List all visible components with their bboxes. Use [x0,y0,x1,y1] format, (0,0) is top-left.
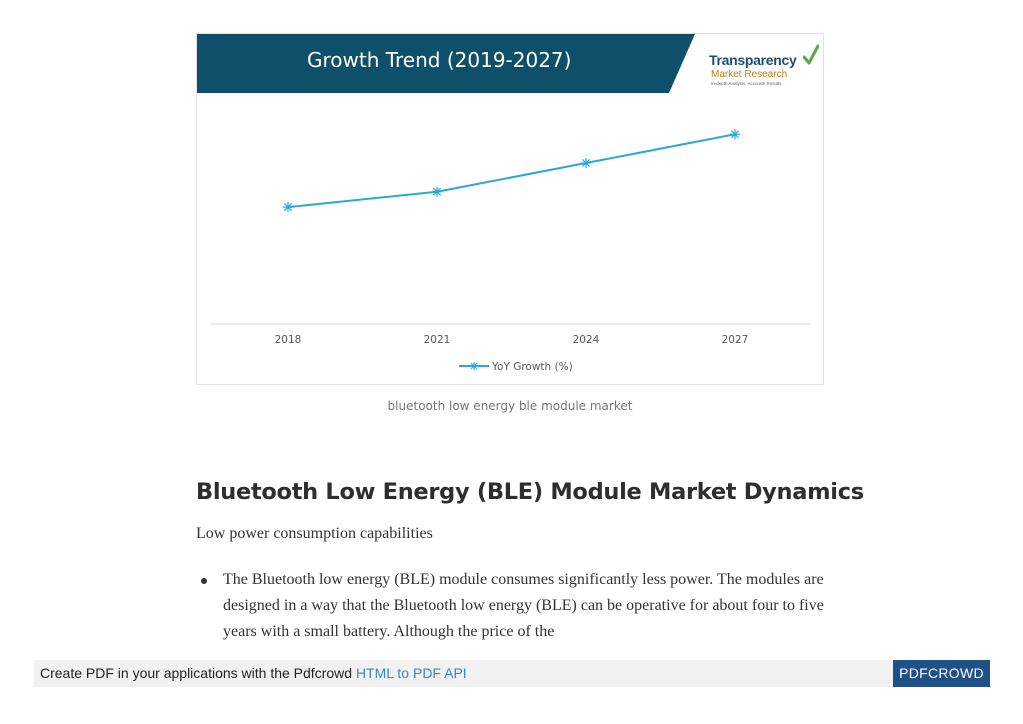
section-subheading: Low power consumption capabilities [196,525,433,542]
checkmark-icon [803,44,819,65]
x-tick-label: 2018 [275,334,302,346]
pdfcrowd-footer: Create PDF in your applications with the… [34,660,990,687]
legend-label: YoY Growth (%) [491,361,573,373]
logo-main-text: Transparency [709,52,797,68]
chart-banner-title: Growth Trend (2019-2027) [307,48,572,72]
market-chart-figure: Growth Trend (2019-2027) Transparency Ma… [196,33,824,385]
data-point-marker [283,202,293,213]
banner-background [197,34,695,93]
figure-caption: bluetooth low energy ble module market [387,399,633,413]
data-point-marker [730,129,740,140]
data-point-marker [432,186,442,197]
logo-sub-text: Market Research [711,69,788,80]
x-tick-label: 2027 [722,334,749,346]
bullet-dot [201,578,207,584]
section-heading: Bluetooth Low Energy (BLE) Module Market… [196,479,864,505]
data-point-marker [581,158,591,168]
x-tick-label: 2024 [573,334,600,346]
pdfcrowd-brand-button[interactable]: PDFCROWD [893,660,990,687]
legend: YoY Growth (%) [459,361,573,373]
chart-banner [197,34,695,93]
list-item: The Bluetooth low energy (BLE) module co… [196,567,836,645]
transparency-market-research-logo: Transparency Market Research In-depth An… [709,42,821,88]
legend-marker [470,362,478,370]
logo-tagline: In-depth Analysis. Accurate Results [711,81,782,86]
html-to-pdf-api-link[interactable]: HTML to PDF API [355,665,467,681]
series-line [287,133,736,209]
line-chart: 2018 2021 2024 2027 YoY Growth (%) [211,129,811,373]
x-tick-label: 2021 [424,334,451,346]
bullet-list: The Bluetooth low energy (BLE) module co… [196,567,836,645]
list-item-text: The Bluetooth low energy (BLE) module co… [223,571,824,640]
footer-text: Create PDF in your applications with the… [40,665,467,681]
footer-label: Create PDF in your applications with the… [40,665,356,681]
